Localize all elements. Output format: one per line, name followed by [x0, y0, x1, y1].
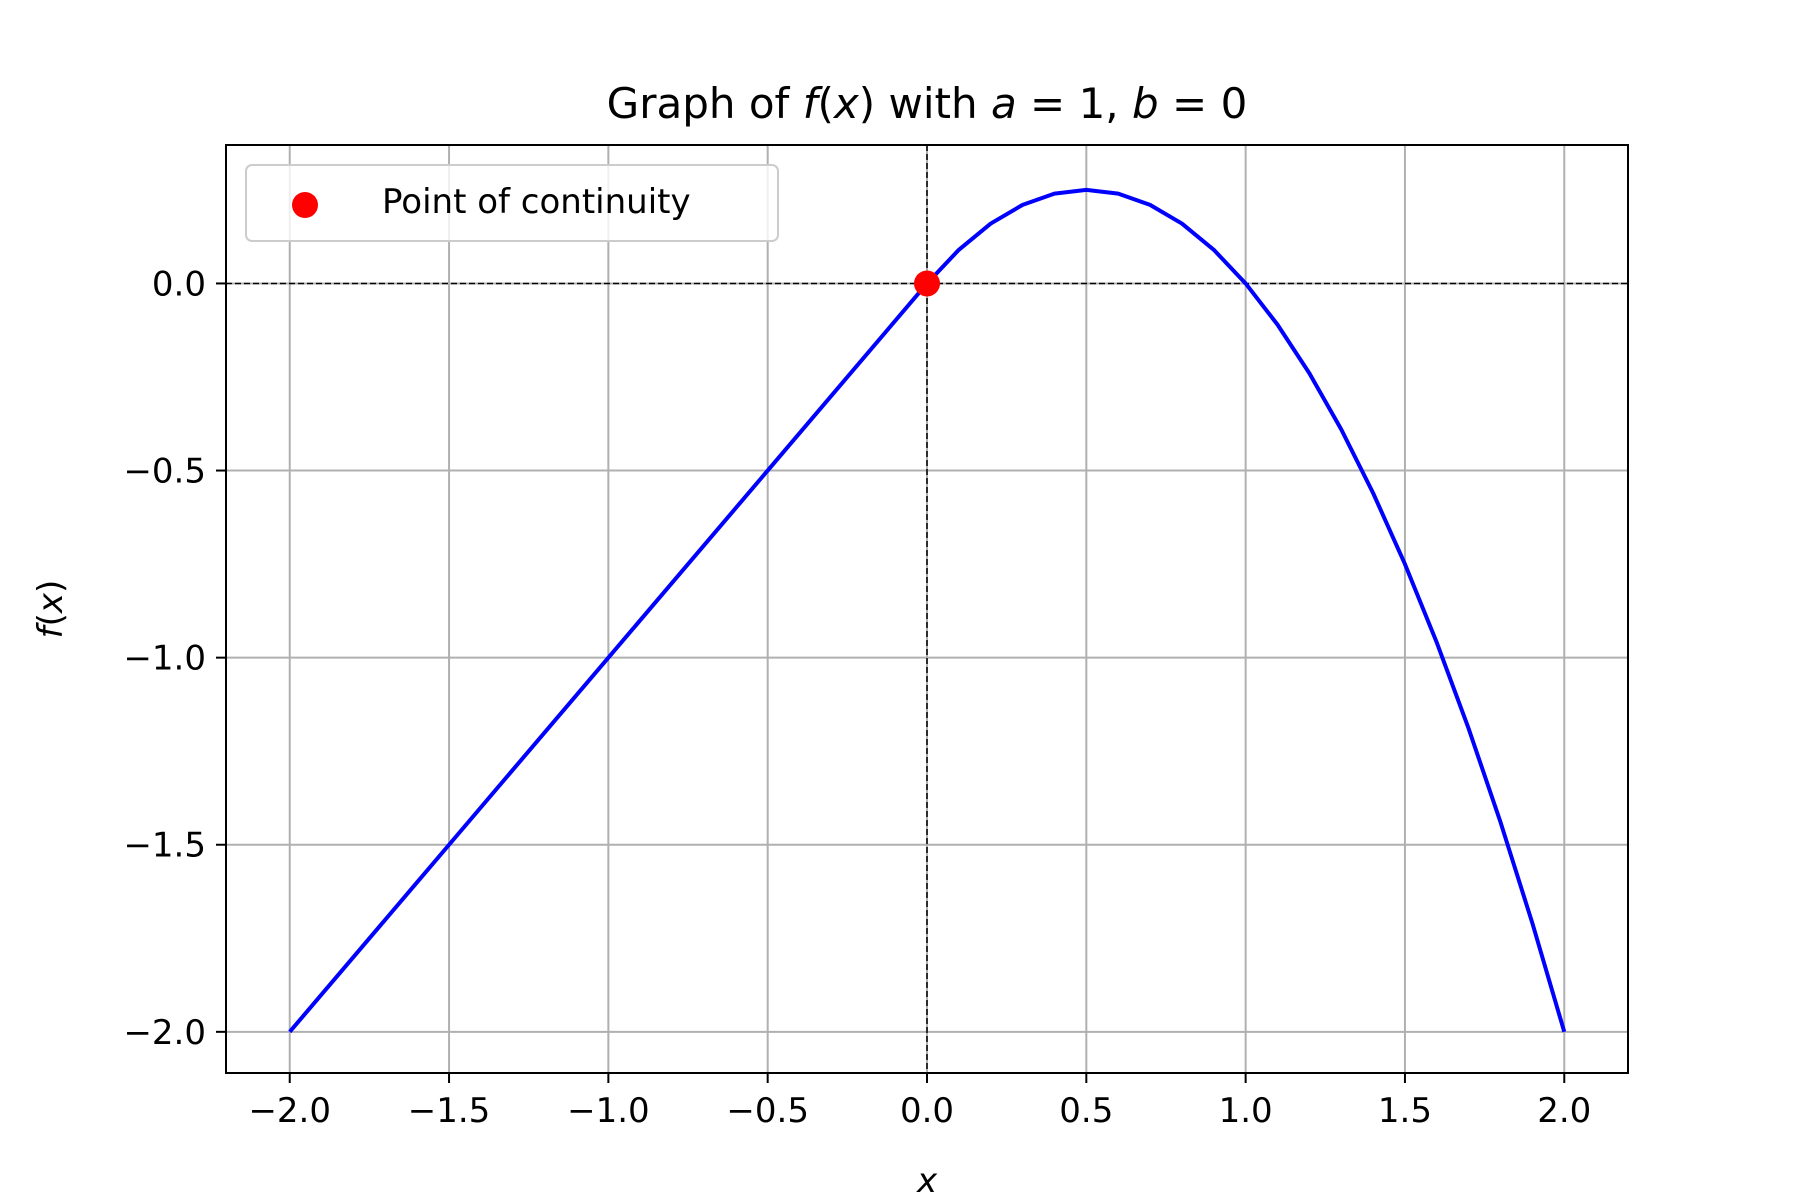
title-part: ) with — [859, 79, 991, 128]
y-label-part: x — [31, 592, 71, 614]
y-label-part: ) — [31, 580, 71, 593]
legend-marker — [292, 192, 318, 218]
series-layer — [288, 187, 1567, 1034]
y-tick-label: 0.0 — [152, 264, 206, 304]
x-tick-label: 0.5 — [1059, 1091, 1113, 1131]
chart-title: Graph of f(x) with a = 1, b = 0 — [607, 79, 1248, 128]
legend: Point of continuity — [245, 164, 779, 242]
y-axis-label: f(x) — [31, 580, 71, 639]
title-part: a — [991, 79, 1017, 128]
x-axis-label: x — [916, 1161, 938, 1200]
continuity-point — [914, 270, 940, 297]
y-ticks: 0.0 −0.5 −1.0 −1.5 −2.0 — [123, 264, 226, 1053]
x-tick-label: 1.0 — [1219, 1091, 1273, 1131]
y-tick-label: −2.0 — [123, 1013, 206, 1053]
title-part: = 1, — [1017, 79, 1132, 128]
y-tick-label: −1.5 — [123, 826, 206, 866]
title-part: Graph of — [607, 79, 803, 128]
title-part: ( — [817, 79, 833, 128]
title-part: b — [1132, 79, 1159, 128]
x-tick-label: −1.5 — [408, 1091, 491, 1131]
x-tick-label: −0.5 — [726, 1091, 809, 1131]
x-tick-label: −2.0 — [248, 1091, 331, 1131]
y-label-part: ( — [31, 613, 71, 626]
x-tick-label: 1.5 — [1378, 1091, 1432, 1131]
y-tick-label: −0.5 — [123, 452, 206, 492]
legend-entry-label: Point of continuity — [382, 182, 691, 222]
title-part: x — [832, 79, 860, 128]
reference-lines — [226, 145, 1628, 1073]
x-ticks: −2.0 −1.5 −1.0 −0.5 0.0 0.5 1.0 1.5 2.0 — [248, 1073, 1591, 1131]
legend-box — [245, 164, 779, 242]
x-tick-label: 0.0 — [900, 1091, 954, 1131]
x-tick-label: 2.0 — [1537, 1091, 1591, 1131]
y-tick-label: −1.0 — [123, 639, 206, 679]
title-part: = 0 — [1159, 79, 1248, 128]
x-tick-label: −1.0 — [567, 1091, 650, 1131]
